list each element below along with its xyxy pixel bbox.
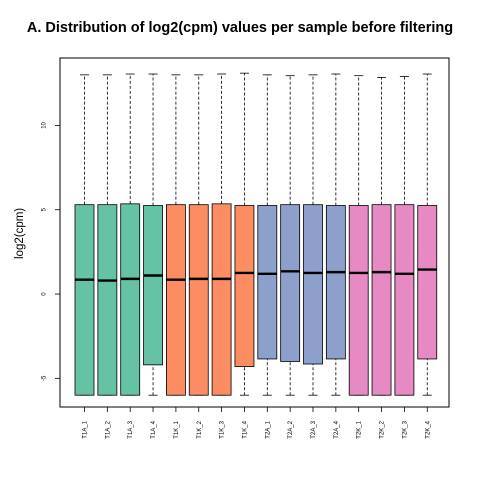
x-tick-label: T1K_2	[197, 420, 203, 438]
x-tick-label: T1A_3	[128, 420, 134, 438]
box-T1K_1	[165, 204, 186, 396]
x-tick-label: T1A_4	[151, 420, 157, 438]
x-tick-label: T2K_3	[402, 420, 408, 438]
x-tick-label: T1A_2	[105, 420, 111, 438]
box-T2K_2	[371, 204, 392, 396]
x-tick-label: T2A_2	[288, 420, 294, 438]
x-tick-label: T1K_1	[174, 420, 180, 438]
y-tick-label: 5	[42, 207, 48, 211]
box-T2A_3	[303, 204, 323, 365]
box-T1A_3	[120, 203, 141, 396]
plot-frame	[59, 57, 450, 408]
y-tick-label: 10	[42, 121, 48, 128]
x-tick-label: T1A_1	[83, 420, 89, 438]
x-tick-label: T2K_1	[357, 420, 363, 438]
x-tick-label: T2A_4	[334, 420, 340, 438]
box-T1A_4	[143, 205, 163, 366]
x-tick-label: T2K_4	[425, 420, 431, 438]
x-tick-label: T2K_2	[380, 420, 386, 438]
chart-title: A. Distribution of log2(cpm) values per …	[26, 20, 454, 36]
y-tick-label: 0	[42, 292, 48, 296]
x-tick-label: T2A_3	[311, 420, 317, 438]
box-T2A_4	[325, 205, 346, 360]
x-tick-label: T1K_4	[242, 420, 248, 438]
x-tick-label: T2A_1	[265, 420, 271, 438]
x-tick-label: T1K_3	[220, 420, 226, 438]
box-T2K_1	[348, 205, 369, 396]
box-T1K_4	[234, 205, 255, 367]
y-tick-label: -5	[42, 375, 48, 381]
box-T2A_1	[257, 205, 278, 360]
box-T1K_3	[211, 203, 232, 396]
box-T2K_3	[394, 204, 415, 396]
box-T1K_2	[188, 204, 209, 396]
box-T2K_4	[417, 205, 438, 360]
box-T1A_2	[97, 204, 118, 396]
box-T2A_2	[280, 204, 301, 362]
box-T1A_1	[74, 204, 95, 396]
